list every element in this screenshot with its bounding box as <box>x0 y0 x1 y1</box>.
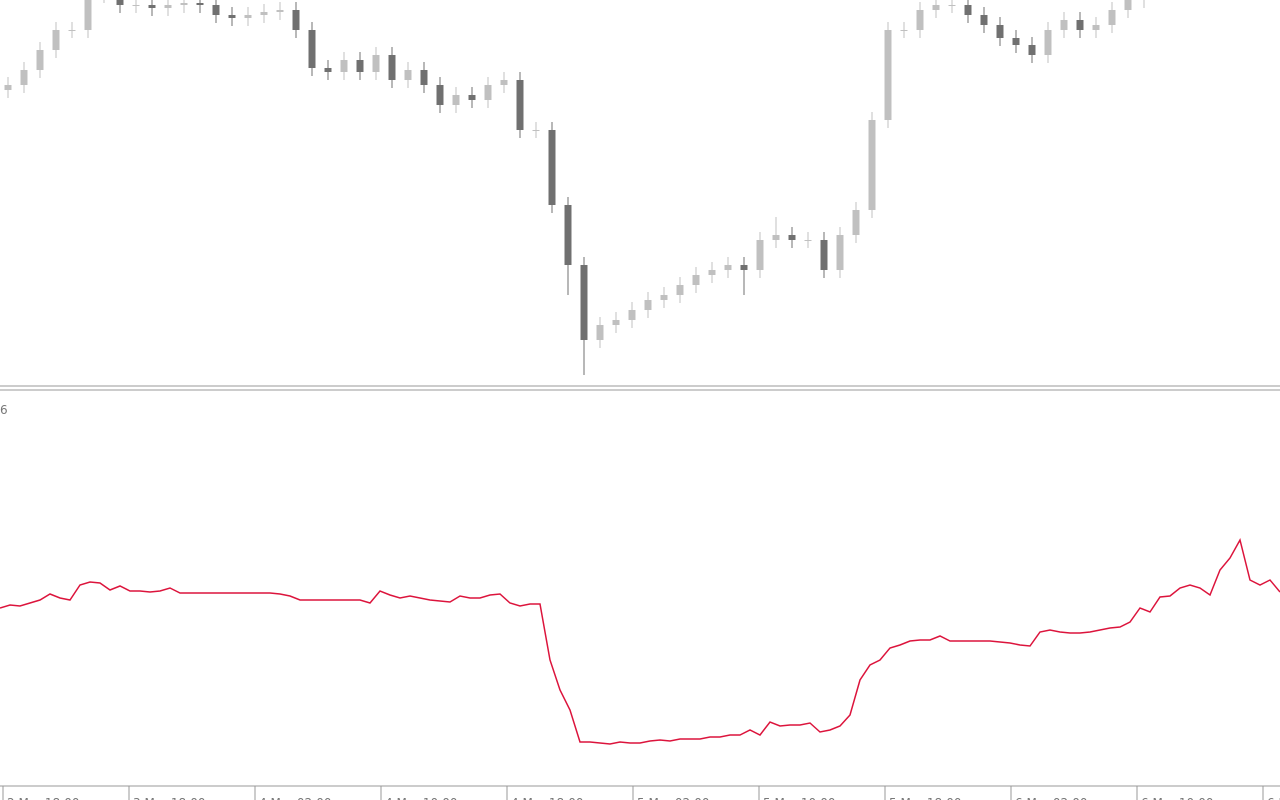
candle-body <box>420 70 428 85</box>
candle-body <box>388 55 396 80</box>
candle-body <box>884 30 892 120</box>
candle-body <box>20 70 28 85</box>
candle-body <box>1108 10 1116 25</box>
candle-body <box>852 210 860 235</box>
candle-body <box>292 10 300 30</box>
time-label: 2 Mar 18:00 <box>7 796 80 800</box>
candle-body <box>340 60 348 72</box>
candle-body <box>260 12 268 15</box>
indicator-panel <box>0 537 1280 745</box>
candle-body <box>1092 25 1100 30</box>
candle-body <box>324 68 332 72</box>
time-label: 6 Mar 02:00 <box>1015 796 1088 800</box>
candle-body <box>548 130 556 205</box>
candle-body <box>228 15 236 18</box>
candle-body <box>84 0 92 30</box>
candle-body <box>532 130 540 131</box>
candle-body <box>788 235 796 240</box>
candle-body <box>724 265 732 270</box>
candle-body <box>564 205 572 265</box>
candle-body <box>996 25 1004 38</box>
time-label: 6 Mar 10:00 <box>1141 796 1214 800</box>
candle-body <box>404 70 412 80</box>
candle-body <box>468 95 476 100</box>
candle-body <box>916 10 924 30</box>
candle-body <box>932 5 940 10</box>
candle-body <box>500 80 508 85</box>
candle-body <box>68 30 76 31</box>
candle-body <box>836 235 844 270</box>
candle-body <box>1028 45 1036 55</box>
candle-body <box>756 240 764 270</box>
candle-body <box>180 3 188 5</box>
candle-body <box>676 285 684 295</box>
candle-body <box>52 30 60 50</box>
candle-body <box>820 240 828 270</box>
candle-body <box>868 120 876 210</box>
candle-body <box>580 265 588 340</box>
candle-body <box>980 15 988 25</box>
candle-body <box>4 85 12 90</box>
candle-body <box>244 15 252 18</box>
candle-body <box>164 5 172 8</box>
candle-body <box>1076 20 1084 30</box>
indicator-line <box>0 537 1280 745</box>
candle-body <box>628 310 636 320</box>
candle-body <box>692 275 700 285</box>
candle-body <box>708 270 716 275</box>
time-label: 4 Mar 10:00 <box>385 796 458 800</box>
candle-body <box>612 320 620 325</box>
candle-body <box>212 5 220 15</box>
indicator-label: 6 <box>0 403 8 417</box>
time-label: 4 Mar 02:00 <box>259 796 332 800</box>
candle-body <box>132 5 140 6</box>
price-panel <box>4 0 1145 375</box>
candle-body <box>452 95 460 105</box>
candle-body <box>356 60 364 72</box>
candle-body <box>596 325 604 340</box>
candle-body <box>644 300 652 310</box>
candle-body <box>1012 38 1020 45</box>
time-label: 5 Mar 18:00 <box>889 796 962 800</box>
candle-body <box>516 80 524 130</box>
time-label: 3 Mar 18:00 <box>133 796 206 800</box>
candle-body <box>308 30 316 68</box>
candle-body <box>1060 20 1068 30</box>
time-label: 6 Mar 18:00 <box>1267 796 1280 800</box>
candle-body <box>740 265 748 270</box>
candle-body <box>900 30 908 31</box>
candle-body <box>36 50 44 70</box>
candle-body <box>148 5 156 8</box>
candle-body <box>484 85 492 100</box>
time-label: 5 Mar 10:00 <box>763 796 836 800</box>
candle-body <box>276 10 284 12</box>
time-label: 5 Mar 02:00 <box>637 796 710 800</box>
candle-body <box>116 0 124 5</box>
candle-body <box>196 3 204 5</box>
candle-body <box>1124 0 1132 10</box>
candle-body <box>772 235 780 240</box>
time-label: 4 Mar 18:00 <box>511 796 584 800</box>
candle-body <box>964 5 972 15</box>
candle-body <box>804 240 812 241</box>
candle-body <box>948 5 956 6</box>
candle-body <box>660 295 668 300</box>
candle-body <box>436 85 444 105</box>
candle-body <box>372 55 380 72</box>
candle-body <box>1044 30 1052 55</box>
